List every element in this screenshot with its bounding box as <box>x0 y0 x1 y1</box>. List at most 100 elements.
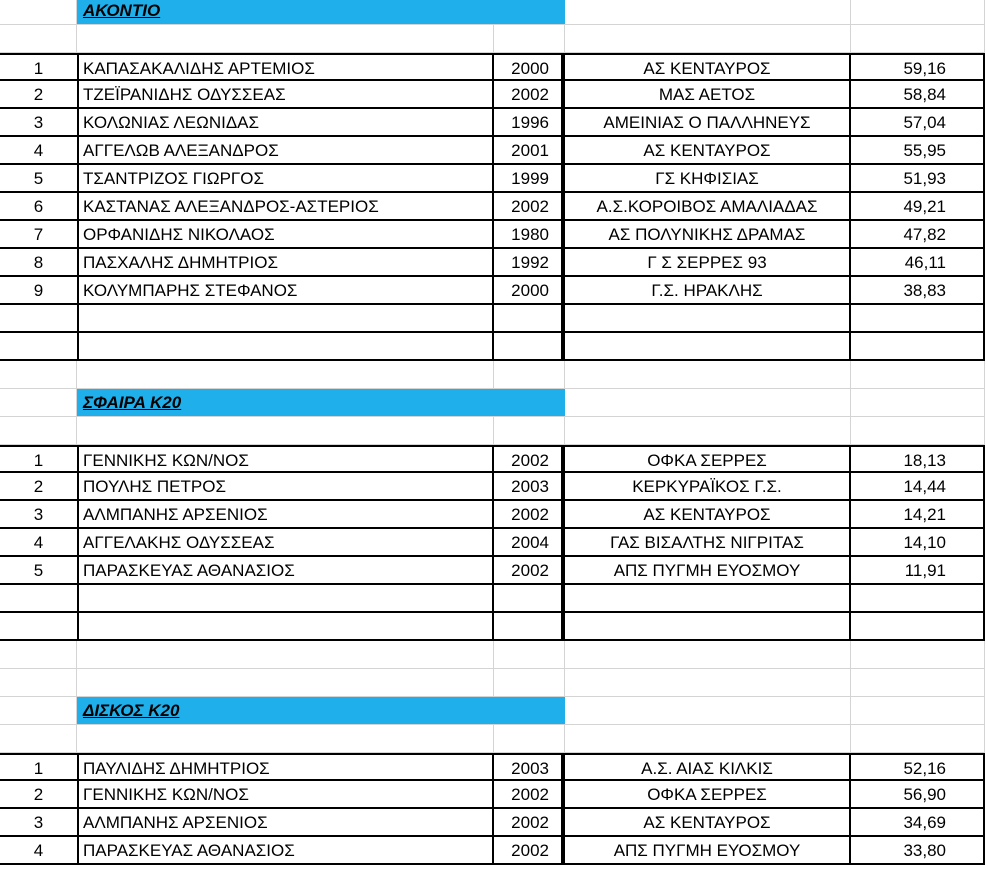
athlete-name-cell[interactable] <box>77 417 494 445</box>
athlete-name-cell[interactable]: ΠΑΡΑΣΚΕΥΑΣ ΑΘΑΝΑΣΙΟΣ <box>77 837 494 865</box>
mark-cell[interactable] <box>851 333 985 361</box>
club-cell[interactable]: Α.Σ. ΑΙΑΣ ΚΙΛΚΙΣ <box>565 753 851 781</box>
athlete-name-cell[interactable] <box>77 361 494 389</box>
club-cell[interactable]: ΜΑΣ ΑΕΤΟΣ <box>565 81 851 109</box>
club-cell[interactable]: Α.Σ.ΚΟΡΟΙΒΟΣ ΑΜΑΛΙΑΔΑΣ <box>565 193 851 221</box>
birth-year-cell[interactable]: 2004 <box>494 529 565 557</box>
athlete-name-cell[interactable]: ΠΟΥΛΗΣ ΠΕΤΡΟΣ <box>77 473 494 501</box>
athlete-name-cell[interactable]: ΓΕΝΝΙΚΗΣ ΚΩΝ/ΝΟΣ <box>77 445 494 473</box>
mark-cell[interactable]: 33,80 <box>851 837 985 865</box>
athlete-name-cell[interactable]: ΚΟΛΥΜΠΑΡΗΣ ΣΤΕΦΑΝΟΣ <box>77 277 494 305</box>
mark-cell[interactable]: 18,13 <box>851 445 985 473</box>
rank-cell[interactable] <box>0 361 77 389</box>
rank-cell[interactable]: 2 <box>0 81 77 109</box>
birth-year-cell[interactable]: 1992 <box>494 249 565 277</box>
club-cell[interactable] <box>565 389 851 417</box>
rank-cell[interactable] <box>0 613 77 641</box>
club-cell[interactable]: ΑΜΕΙΝΙΑΣ Ο ΠΑΛΛΗΝΕΥΣ <box>565 109 851 137</box>
rank-cell[interactable] <box>0 697 77 725</box>
birth-year-cell[interactable]: 2002 <box>494 81 565 109</box>
athlete-name-cell[interactable]: ΑΓΓΕΛΑΚΗΣ ΟΔΥΣΣΕΑΣ <box>77 529 494 557</box>
athlete-name-cell[interactable]: ΑΛΜΠΑΝΗΣ ΑΡΣΕΝΙΟΣ <box>77 809 494 837</box>
mark-cell[interactable] <box>851 669 985 697</box>
birth-year-cell[interactable]: 2002 <box>494 809 565 837</box>
rank-cell[interactable]: 4 <box>0 137 77 165</box>
rank-cell[interactable]: 3 <box>0 809 77 837</box>
club-cell[interactable]: ΟΦΚΑ ΣΕΡΡΕΣ <box>565 445 851 473</box>
club-cell[interactable]: ΑΣ ΚΕΝΤΑΥΡΟΣ <box>565 809 851 837</box>
club-cell[interactable]: ΑΣ ΚΕΝΤΑΥΡΟΣ <box>565 53 851 81</box>
athlete-name-cell[interactable]: ΑΛΜΠΑΝΗΣ ΑΡΣΕΝΙΟΣ <box>77 501 494 529</box>
mark-cell[interactable]: 49,21 <box>851 193 985 221</box>
rank-cell[interactable] <box>0 669 77 697</box>
birth-year-cell[interactable]: 1980 <box>494 221 565 249</box>
mark-cell[interactable]: 14,44 <box>851 473 985 501</box>
birth-year-cell[interactable] <box>494 305 565 333</box>
mark-cell[interactable]: 46,11 <box>851 249 985 277</box>
mark-cell[interactable]: 57,04 <box>851 109 985 137</box>
club-cell[interactable]: ΑΠΣ ΠΥΓΜΗ ΕΥΟΣΜΟΥ <box>565 557 851 585</box>
mark-cell[interactable] <box>851 585 985 613</box>
club-cell[interactable] <box>565 641 851 669</box>
birth-year-cell[interactable] <box>494 641 565 669</box>
club-cell[interactable]: ΟΦΚΑ ΣΕΡΡΕΣ <box>565 781 851 809</box>
rank-cell[interactable] <box>0 585 77 613</box>
birth-year-cell[interactable]: 2002 <box>494 193 565 221</box>
rank-cell[interactable]: 3 <box>0 109 77 137</box>
club-cell[interactable] <box>565 417 851 445</box>
rank-cell[interactable] <box>0 25 77 53</box>
rank-cell[interactable]: 2 <box>0 473 77 501</box>
rank-cell[interactable]: 2 <box>0 781 77 809</box>
mark-cell[interactable] <box>851 417 985 445</box>
rank-cell[interactable]: 1 <box>0 753 77 781</box>
birth-year-cell[interactable]: 2002 <box>494 781 565 809</box>
rank-cell[interactable] <box>0 725 77 753</box>
mark-cell[interactable]: 34,69 <box>851 809 985 837</box>
rank-cell[interactable]: 7 <box>0 221 77 249</box>
mark-cell[interactable]: 56,90 <box>851 781 985 809</box>
birth-year-cell[interactable]: 2003 <box>494 753 565 781</box>
birth-year-cell[interactable] <box>494 669 565 697</box>
rank-cell[interactable]: 9 <box>0 277 77 305</box>
birth-year-cell[interactable]: 2002 <box>494 557 565 585</box>
birth-year-cell[interactable] <box>494 725 565 753</box>
rank-cell[interactable]: 5 <box>0 557 77 585</box>
birth-year-cell[interactable]: 2000 <box>494 277 565 305</box>
mark-cell[interactable]: 59,16 <box>851 53 985 81</box>
club-cell[interactable] <box>565 585 851 613</box>
athlete-name-cell[interactable]: ΠΑΣΧΑΛΗΣ ΔΗΜΗΤΡΙΟΣ <box>77 249 494 277</box>
club-cell[interactable]: Γ Σ ΣΕΡΡΕΣ 93 <box>565 249 851 277</box>
birth-year-cell[interactable] <box>494 333 565 361</box>
athlete-name-cell[interactable] <box>77 305 494 333</box>
club-cell[interactable] <box>565 725 851 753</box>
athlete-name-cell[interactable]: ΓΕΝΝΙΚΗΣ ΚΩΝ/ΝΟΣ <box>77 781 494 809</box>
birth-year-cell[interactable] <box>494 613 565 641</box>
mark-cell[interactable]: 14,10 <box>851 529 985 557</box>
club-cell[interactable] <box>565 333 851 361</box>
mark-cell[interactable]: 55,95 <box>851 137 985 165</box>
club-cell[interactable] <box>565 361 851 389</box>
club-cell[interactable]: ΑΣ ΚΕΝΤΑΥΡΟΣ <box>565 137 851 165</box>
mark-cell[interactable]: 58,84 <box>851 81 985 109</box>
athlete-name-cell[interactable] <box>77 641 494 669</box>
athlete-name-cell[interactable]: ΠΑΥΛΙΔΗΣ ΔΗΜΗΤΡΙΟΣ <box>77 753 494 781</box>
club-cell[interactable]: ΑΣ ΚΕΝΤΑΥΡΟΣ <box>565 501 851 529</box>
club-cell[interactable] <box>565 0 851 25</box>
athlete-name-cell[interactable] <box>77 613 494 641</box>
club-cell[interactable] <box>565 697 851 725</box>
mark-cell[interactable]: 47,82 <box>851 221 985 249</box>
birth-year-cell[interactable]: 2002 <box>494 837 565 865</box>
mark-cell[interactable]: 51,93 <box>851 165 985 193</box>
athlete-name-cell[interactable]: ΟΡΦΑΝΙΔΗΣ ΝΙΚΟΛΑΟΣ <box>77 221 494 249</box>
rank-cell[interactable]: 1 <box>0 445 77 473</box>
athlete-name-cell[interactable] <box>77 585 494 613</box>
club-cell[interactable]: Γ.Σ. ΗΡΑΚΛΗΣ <box>565 277 851 305</box>
rank-cell[interactable] <box>0 641 77 669</box>
mark-cell[interactable]: 52,16 <box>851 753 985 781</box>
athlete-name-cell[interactable]: ΚΟΛΩΝΙΑΣ ΛΕΩΝΙΔΑΣ <box>77 109 494 137</box>
athlete-name-cell[interactable] <box>77 333 494 361</box>
athlete-name-cell[interactable] <box>77 25 494 53</box>
athlete-name-cell[interactable]: ΤΖΕΪΡΑΝΙΔΗΣ ΟΔΥΣΣΕΑΣ <box>77 81 494 109</box>
birth-year-cell[interactable]: 2003 <box>494 473 565 501</box>
athlete-name-cell[interactable] <box>77 725 494 753</box>
